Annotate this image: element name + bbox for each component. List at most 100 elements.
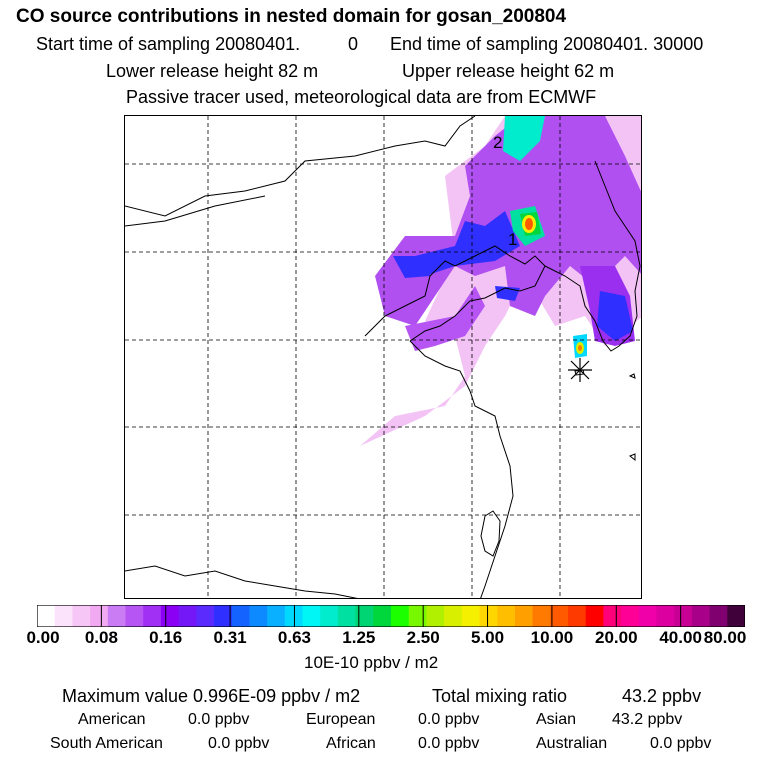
colorbar-cell	[54, 605, 73, 627]
total-mixing-ratio-label: Total mixing ratio	[432, 686, 568, 706]
colorbar-cell	[178, 605, 197, 627]
island-small-2	[629, 453, 636, 462]
coastlines	[125, 116, 641, 598]
colorbar-cell	[691, 605, 711, 627]
colorbar-cell	[709, 605, 728, 627]
total-mixing-ratio-value: 43.2 ppbv	[622, 686, 702, 706]
contour-label-2: 2	[493, 133, 502, 152]
colorbar-cell	[497, 605, 516, 627]
region-name-american: American	[78, 711, 146, 728]
coastline-bohai	[364, 245, 546, 342]
colorbar-cell	[550, 605, 569, 627]
region-value-european: 0.0 ppbv	[418, 711, 480, 728]
colorbar-cell	[408, 605, 427, 627]
concentration-field	[360, 116, 641, 446]
colorbar-tick-label: 0.31	[213, 628, 247, 647]
colorbar-cell	[373, 605, 392, 627]
coastline-east-china	[409, 340, 514, 598]
island-taiwan	[480, 510, 501, 557]
lower-release-height: Lower release height 82 m	[106, 61, 319, 81]
colorbar-cell	[125, 605, 144, 627]
region-name-south-american: South American	[50, 735, 163, 752]
colorbar-cell	[479, 605, 498, 627]
plume-cyan	[503, 116, 545, 161]
colorbar-cell	[143, 605, 162, 627]
colorbar-tick-label: 0.63	[277, 628, 311, 647]
colorbar-cell	[337, 605, 357, 627]
colorbar-tick-label: 40.00	[659, 628, 702, 647]
colorbar-cell	[514, 605, 534, 627]
colorbar-cell	[444, 605, 463, 627]
colorbar-cell	[585, 605, 604, 627]
contour-label-1: 1	[508, 230, 517, 249]
colorbar-cell	[603, 605, 622, 627]
plume-violet-3	[405, 286, 485, 351]
map-canvas: 2 1	[125, 116, 641, 598]
colorbar-cell	[107, 605, 126, 627]
region-name-african: African	[326, 735, 376, 752]
plot-title: CO source contributions in nested domain…	[16, 6, 567, 27]
end-time-label: End time of sampling 20080401. 30000	[390, 34, 704, 54]
upper-release-height: Upper release height 62 m	[402, 61, 615, 81]
plume-orange-2	[578, 345, 582, 351]
region-name-european: European	[306, 711, 376, 728]
colorbar-tick-label: 0.00	[26, 628, 60, 647]
asterisk-station-icon	[568, 358, 592, 382]
colorbar-tick-label: 10.00	[530, 628, 574, 647]
colorbar-tick-label: 1.25	[342, 628, 376, 647]
colorbar-cell	[302, 605, 321, 627]
colorbar-tick-label: 0.08	[84, 628, 118, 647]
colorbar-cell	[214, 605, 233, 627]
colorbar-cell	[426, 605, 445, 627]
plume-blue-2	[597, 291, 633, 341]
region-name-asian: Asian	[536, 711, 577, 728]
colorbar-tick-label: 20.00	[594, 628, 638, 647]
colorbar-tick-label: 0.16	[149, 628, 183, 647]
border-line	[125, 195, 266, 227]
colorbar-cell	[284, 605, 303, 627]
coastline-southwest	[125, 565, 358, 598]
colorbar-cell	[656, 605, 675, 627]
colorbar	[37, 605, 745, 627]
region-name-australian: Australian	[536, 735, 608, 752]
map-panel: 2 1	[124, 115, 642, 599]
grid-lines	[125, 116, 641, 598]
region-value-american: 0.0 ppbv	[188, 711, 250, 728]
coastline-korea	[544, 160, 641, 352]
colorbar-tick-label: 80.00	[703, 628, 747, 647]
colorbar-cell	[391, 605, 410, 627]
colorbar-cell	[674, 605, 693, 627]
plume-blue	[415, 211, 520, 276]
tracer-info: Passive tracer used, meteorological data…	[126, 87, 597, 107]
colorbar-cell	[461, 605, 480, 627]
region-value-south-american: 0.0 ppbv	[208, 735, 270, 752]
colorbar-cell	[320, 605, 339, 627]
colorbar-cell	[267, 605, 286, 627]
colorbar-cell	[727, 605, 745, 627]
colorbar-tick-label: 2.50	[406, 628, 440, 647]
colorbar-cell	[231, 605, 250, 627]
colorbar-cell	[160, 605, 180, 627]
colorbar-cell	[72, 605, 91, 627]
colorbar-cell	[249, 605, 268, 627]
colorbar-cell	[568, 605, 587, 627]
colorbar-cell	[196, 605, 215, 627]
start-time-label: Start time of sampling 20080401.	[36, 34, 301, 54]
colorbar-cell	[355, 605, 374, 627]
start-time-value: 0	[348, 34, 359, 54]
colorbar-cell	[621, 605, 640, 627]
plume-blue-3	[393, 256, 430, 278]
island-small-1	[628, 373, 636, 379]
colorbar-tick-label: 5.00	[470, 628, 505, 647]
colorbar-cell	[638, 605, 657, 627]
colorbar-cell	[532, 605, 551, 627]
maximum-value: Maximum value 0.996E-09 ppbv / m2	[62, 686, 361, 706]
region-value-australian: 0.0 ppbv	[650, 735, 712, 752]
colorbar-unit: 10E-10 ppbv / m2	[304, 653, 439, 672]
region-value-african: 0.0 ppbv	[418, 735, 480, 752]
region-value-asian: 43.2 ppbv	[612, 711, 683, 728]
colorbar-cell	[90, 605, 109, 627]
plume-orange	[525, 218, 533, 230]
coastline-north-china	[125, 116, 476, 217]
colorbar-cell	[37, 605, 56, 627]
